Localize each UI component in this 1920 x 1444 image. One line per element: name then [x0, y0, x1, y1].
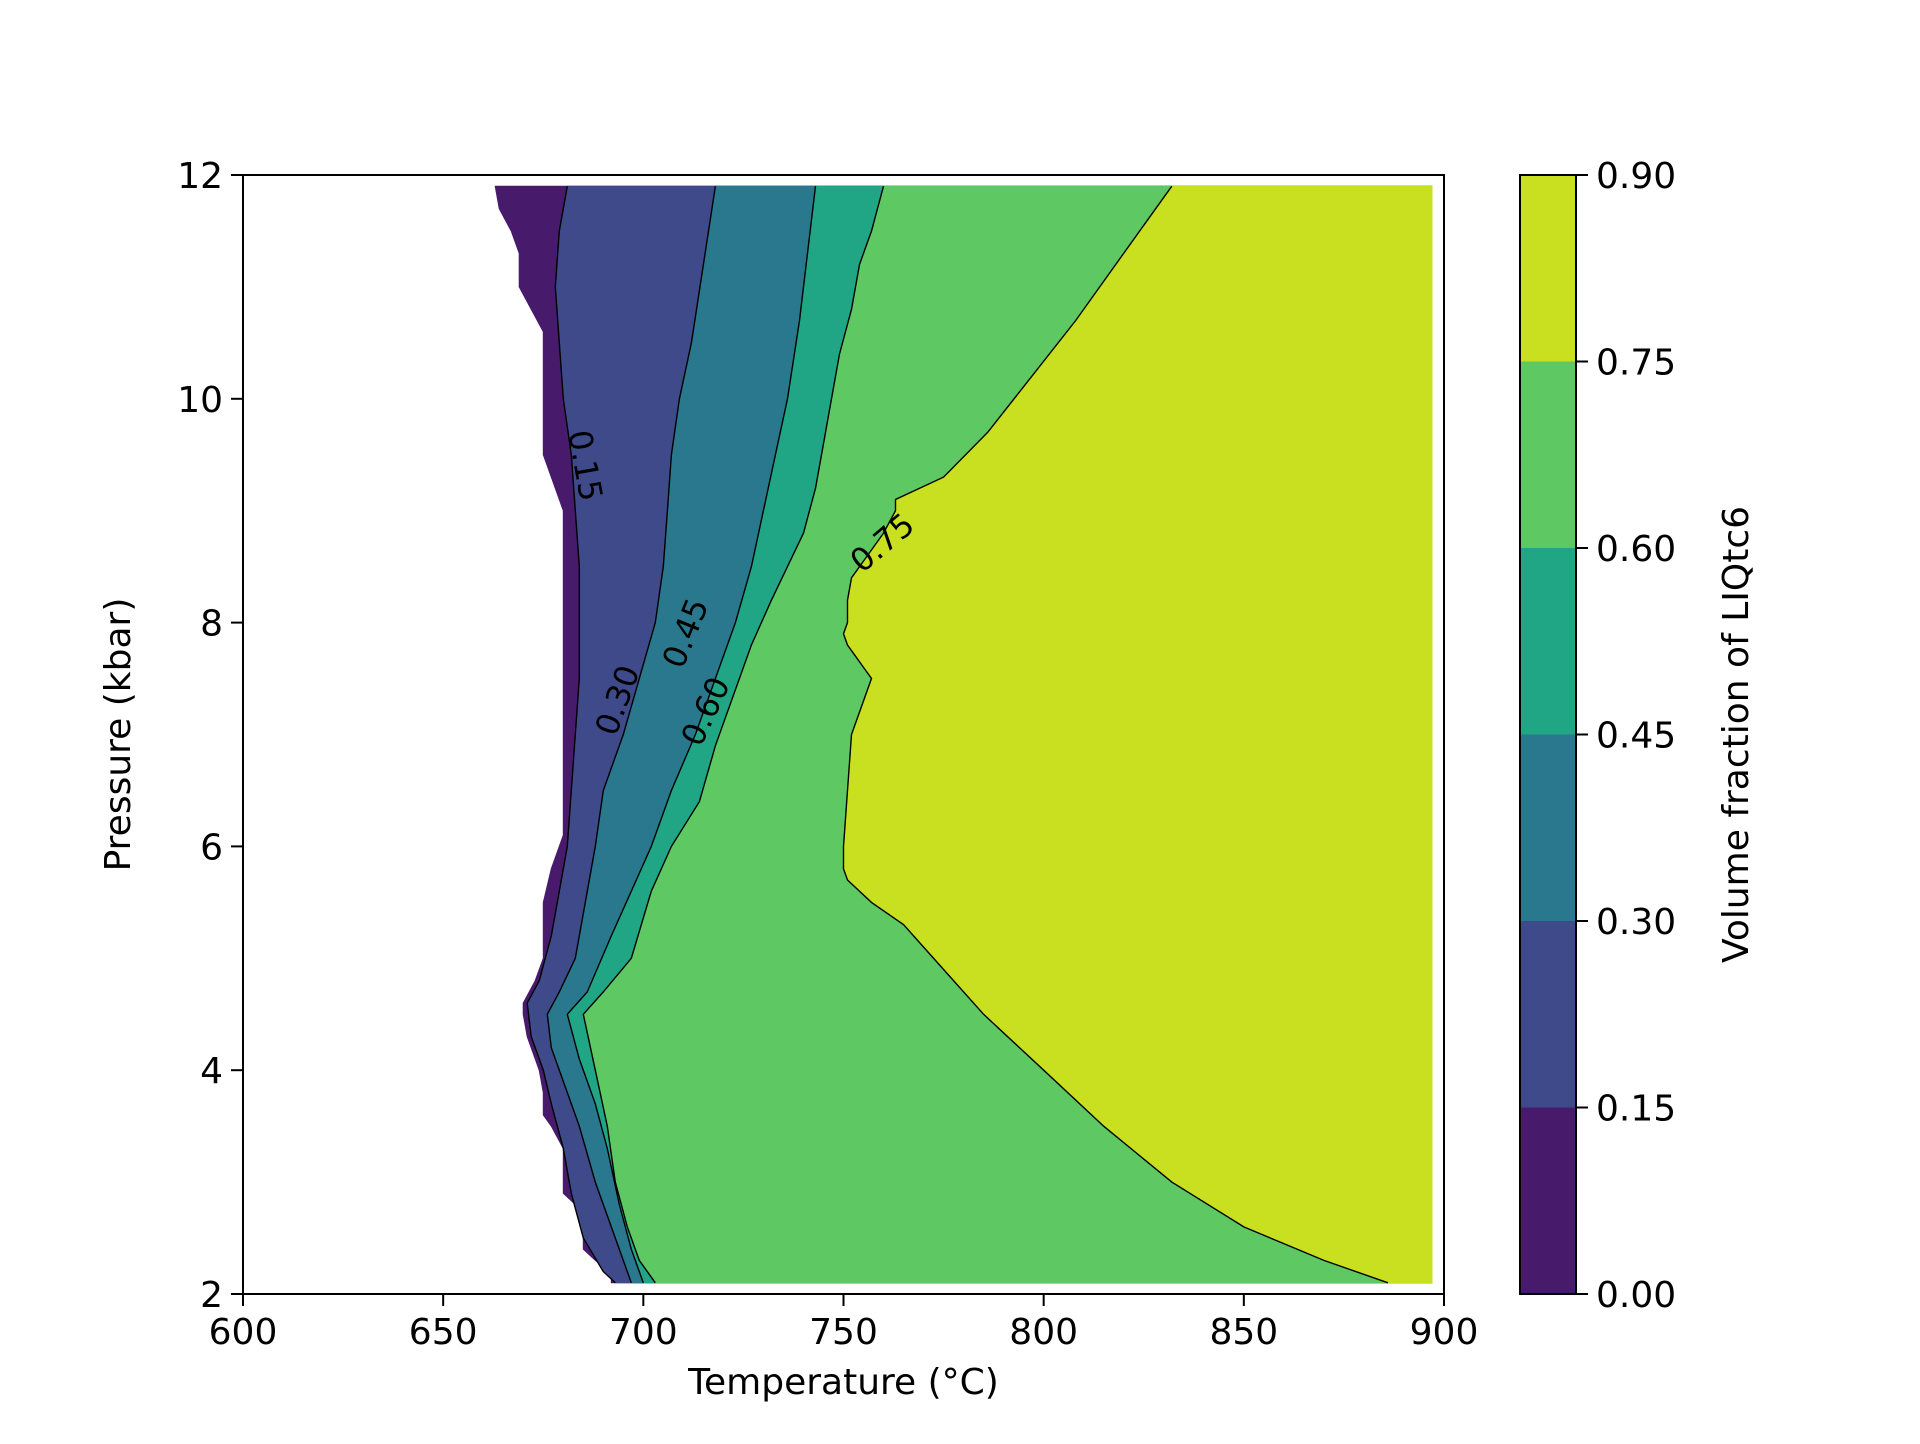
colorbar-band-0	[1520, 1107, 1576, 1294]
colorbar-band-3	[1520, 548, 1576, 735]
y-axis: 2 4 6 8 10 12	[177, 156, 243, 1316]
colorbar: 0.00 0.15 0.30 0.45 0.60 0.75 0.90	[1519, 156, 1676, 1316]
x-axis-label: Temperature (°C)	[687, 1362, 999, 1403]
x-tick-label: 900	[1410, 1312, 1479, 1353]
colorbar-tick-label: 0.60	[1596, 529, 1676, 570]
filled-regions	[494, 185, 1433, 1284]
colorbar-band-1	[1520, 921, 1576, 1108]
y-tick-label: 12	[177, 156, 223, 197]
x-tick-label: 700	[609, 1312, 678, 1353]
colorbar-tick-label: 0.00	[1596, 1275, 1676, 1316]
y-tick-label: 10	[177, 380, 223, 421]
contour-line-0.45	[566, 186, 817, 1284]
colorbar-tick-label: 0.45	[1596, 716, 1676, 757]
x-tick-label: 850	[1209, 1312, 1278, 1353]
y-axis-label: Pressure (kbar)	[98, 598, 139, 872]
colorbar-tick-label: 0.90	[1596, 156, 1676, 197]
x-axis: 600 650 700 750 800 850 900	[209, 1294, 1479, 1353]
y-tick-label: 8	[200, 604, 223, 645]
colorbar-band-2	[1520, 734, 1576, 921]
contour-line-0.3	[546, 186, 717, 1284]
y-tick-label: 2	[200, 1275, 223, 1316]
contour-line-0.6	[582, 186, 885, 1284]
colorbar-tick-label: 0.75	[1596, 343, 1676, 384]
colorbar-tick-label: 0.15	[1596, 1089, 1676, 1130]
y-tick-label: 6	[200, 827, 223, 868]
x-tick-label: 650	[409, 1312, 478, 1353]
x-tick-label: 750	[809, 1312, 878, 1353]
plot-area	[494, 185, 1433, 1284]
colorbar-tick-label: 0.30	[1596, 902, 1676, 943]
colorbar-band-5	[1520, 175, 1576, 362]
contour-line-0.75	[842, 185, 1389, 1284]
colorbar-band-4	[1520, 361, 1576, 548]
contour-line-0.15	[526, 186, 616, 1284]
contour-lines	[526, 185, 1389, 1284]
x-tick-label: 600	[209, 1312, 278, 1353]
colorbar-label: Volume fraction of LIQtc6	[1716, 506, 1757, 963]
x-tick-label: 800	[1009, 1312, 1078, 1353]
y-tick-label: 4	[200, 1051, 223, 1092]
